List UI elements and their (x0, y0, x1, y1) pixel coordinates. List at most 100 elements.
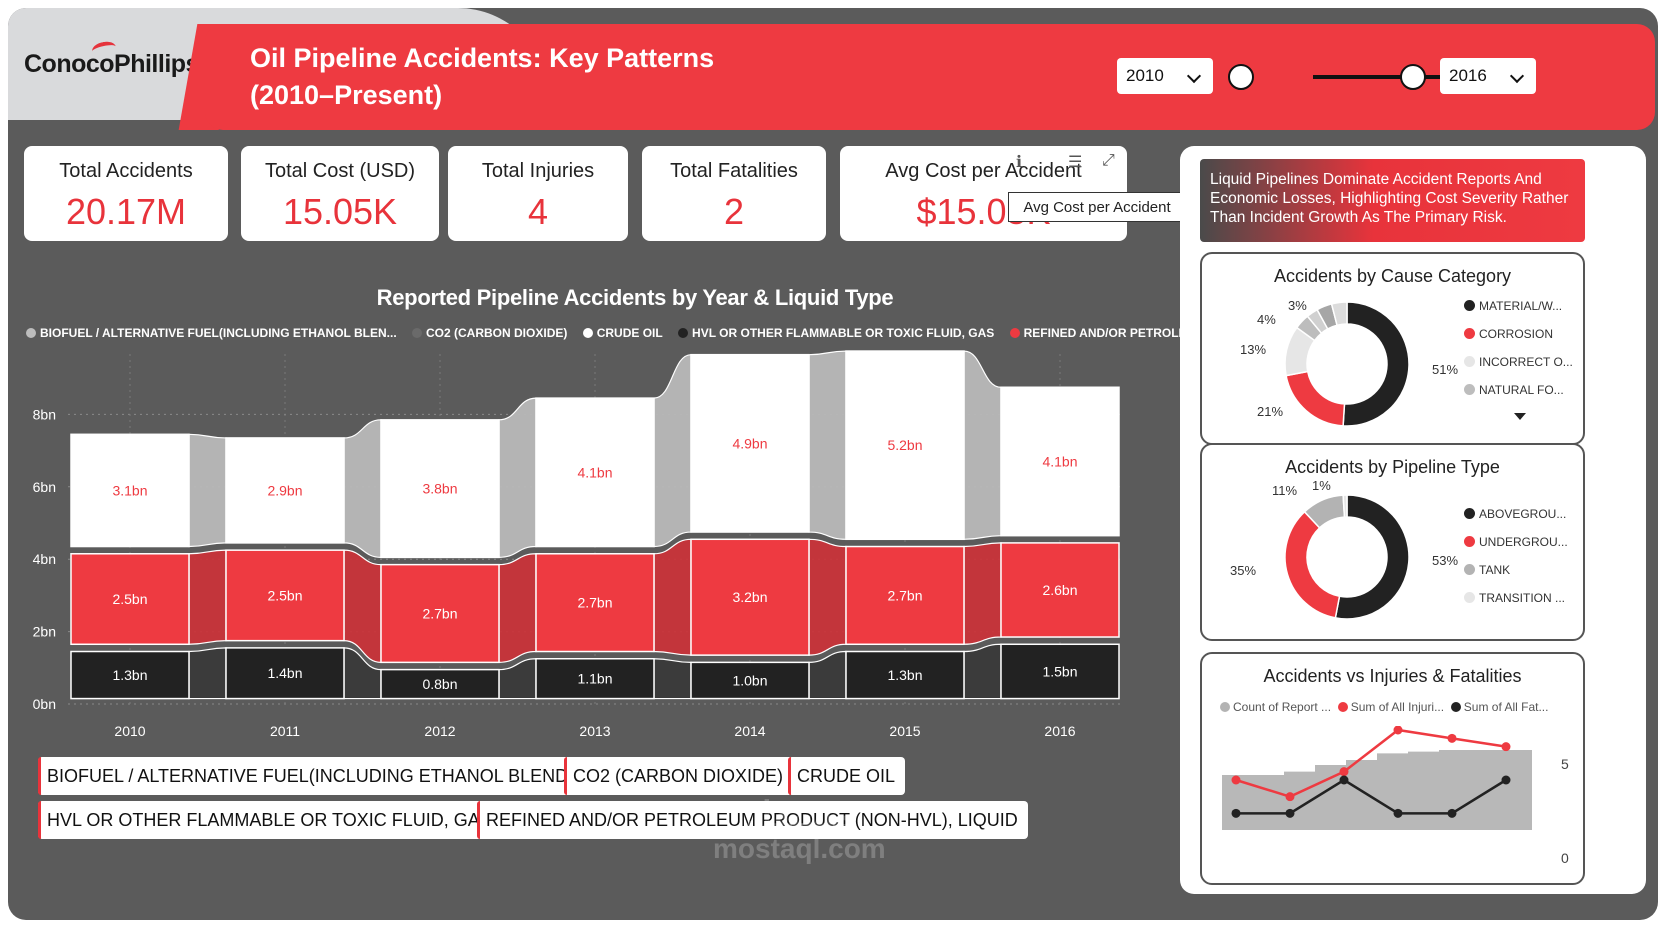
legend-dot (1337, 702, 1348, 712)
legend-label: TANK (1479, 563, 1511, 577)
ribbon-bar (380, 563, 500, 664)
title-line-2: (2010–Present) (250, 80, 443, 110)
ribbon-bar (845, 350, 965, 541)
legend-item[interactable]: CORROSION (1464, 327, 1553, 341)
injuries-point (1231, 775, 1241, 785)
ribbon-band (188, 433, 227, 548)
ribbon-bar (380, 668, 500, 700)
year-from-dropdown[interactable]: 2010 (1117, 58, 1213, 94)
slider-handle-end[interactable] (1400, 64, 1426, 90)
cause-donut (1284, 301, 1410, 427)
legend-dot (1464, 384, 1475, 395)
slicer-chip-crude-oil[interactable]: CRUDE OIL (788, 757, 906, 795)
data-label: 2.6bn (1042, 582, 1077, 598)
slicer-chip-refined[interactable]: REFINED AND/OR PETROLEUM PRODUCT (NON-HV… (477, 801, 1028, 839)
x-tick-label: 2013 (579, 723, 610, 739)
ribbon-band (188, 647, 227, 700)
kpi-value: 4 (527, 191, 549, 232)
pct-label: 21% (1257, 404, 1284, 419)
legend-item[interactable]: TANK (1464, 563, 1510, 577)
fatalities-point (1285, 808, 1295, 818)
chevron-down-icon (1509, 68, 1525, 84)
legend-label: Sum of All Injuri... (1350, 700, 1445, 714)
ribbon-bar (1000, 542, 1120, 638)
ribbon-band (498, 553, 537, 663)
legend-item[interactable]: Sum of All Injuri... (1337, 700, 1445, 714)
legend-dot (1464, 564, 1475, 575)
slicer-chip-hvl[interactable]: HVL OR OTHER FLAMMABLE OR TOXIC FLUID, G… (38, 801, 502, 839)
fatalities-point (1393, 808, 1403, 818)
legend-item[interactable]: BIOFUEL / ALTERNATIVE FUEL(INCLUDING ETH… (26, 326, 397, 340)
legend-dot (678, 328, 689, 338)
pct-label: 53% (1432, 553, 1459, 568)
watermark-latin: mostaql.com (713, 833, 886, 864)
ribbon-bar (380, 419, 500, 559)
fatalities-point (1339, 775, 1349, 785)
accidents-injuries-card: Accidents vs Injuries & Fatalities Count… (1200, 652, 1585, 885)
ribbon-bar (70, 650, 190, 700)
slicer-chip-biofuel[interactable]: BIOFUEL / ALTERNATIVE FUEL(INCLUDING ETH… (38, 757, 597, 795)
ribbon-bar (70, 553, 190, 646)
legend-label: ABOVEGROU... (1479, 507, 1567, 521)
y-tick-label: 6bn (33, 479, 56, 495)
info-icon[interactable]: ℹ (1016, 154, 1023, 171)
legend-more-icon[interactable] (1514, 413, 1526, 420)
legend-item[interactable]: CRUDE OIL (582, 326, 663, 340)
kpi-value: 2 (723, 191, 745, 232)
ribbon-bar (535, 397, 655, 548)
ribbon-bar (845, 650, 965, 700)
legend-item[interactable]: UNDERGROU... (1464, 535, 1568, 549)
legend-item[interactable]: CO2 (CARBON DIOXIDE) (412, 326, 567, 340)
data-label: 2.7bn (577, 595, 612, 611)
legend-dot (1464, 592, 1475, 603)
focus-mode-icon[interactable]: ⤢ (1102, 152, 1115, 169)
x-tick-label: 2016 (1044, 723, 1075, 739)
ribbon-band (653, 538, 692, 656)
slicer-chip-co2[interactable]: CO2 (CARBON DIOXIDE) (564, 757, 794, 795)
line-area-chart (1222, 726, 1532, 830)
legend-item[interactable]: ABOVEGROU... (1464, 507, 1566, 521)
legend-item[interactable]: Count of Report ... (1220, 700, 1331, 714)
data-label: 3.2bn (732, 589, 767, 605)
kpi-label: Total Accidents (59, 160, 193, 182)
y-tick-label: 8bn (33, 406, 56, 422)
ribbon-band (653, 658, 692, 700)
donut-slice (1334, 494, 1410, 620)
legend-item[interactable]: INCORRECT O... (1464, 355, 1573, 369)
legend-item[interactable]: Sum of All Fat... (1450, 700, 1549, 714)
year-to-dropdown[interactable]: 2016 (1440, 58, 1536, 94)
slider-handle-start[interactable] (1228, 64, 1254, 90)
ribbon-bar (690, 353, 810, 533)
ribbon-bar (1000, 643, 1120, 700)
line-legend: Count of Report ... Sum of All Injuri...… (1220, 700, 1548, 714)
x-tick-label: 2011 (270, 723, 300, 739)
ribbon-bar (1000, 386, 1120, 537)
card-title: Accidents vs Injuries & Fatalities (1263, 666, 1522, 686)
legend-label: Sum of All Fat... (1463, 700, 1549, 714)
ribbon-band (963, 350, 1002, 540)
injuries-point (1393, 726, 1403, 735)
legend-label: TRANSITION ... (1479, 591, 1566, 605)
legend-label: CO2 (CARBON DIOXIDE) (426, 326, 568, 340)
data-label: 2.9bn (267, 482, 302, 498)
ribbon-band (188, 549, 227, 645)
ribbon-band (963, 643, 1002, 700)
pct-label: 51% (1432, 362, 1459, 377)
legend-item[interactable]: MATERIAL/W... (1464, 299, 1562, 313)
injuries-point (1501, 742, 1511, 752)
ribbon-bar (535, 553, 655, 653)
legend-label: Count of Report ... (1233, 700, 1332, 714)
donut-slice (1284, 510, 1341, 619)
pipeline-type-card: Accidents by Pipeline Type 53% 35% 11% 1… (1200, 443, 1585, 641)
legend-item[interactable]: TRANSITION ... (1464, 591, 1565, 605)
data-label: 1.0bn (732, 672, 767, 688)
legend-item[interactable]: HVL OR OTHER FLAMMABLE OR TOXIC FLUID, G… (678, 326, 994, 340)
year-from-value: 2010 (1126, 66, 1164, 85)
data-label: 2.7bn (422, 606, 457, 622)
data-label: 4.1bn (577, 464, 612, 480)
watermark-arabic: مستقل (745, 794, 854, 835)
data-label: 1.3bn (112, 667, 147, 683)
filter-icon[interactable]: ☰ (1068, 154, 1083, 171)
legend-item[interactable]: NATURAL FO... (1464, 383, 1564, 397)
kpi-label: Total Cost (USD) (264, 160, 416, 182)
